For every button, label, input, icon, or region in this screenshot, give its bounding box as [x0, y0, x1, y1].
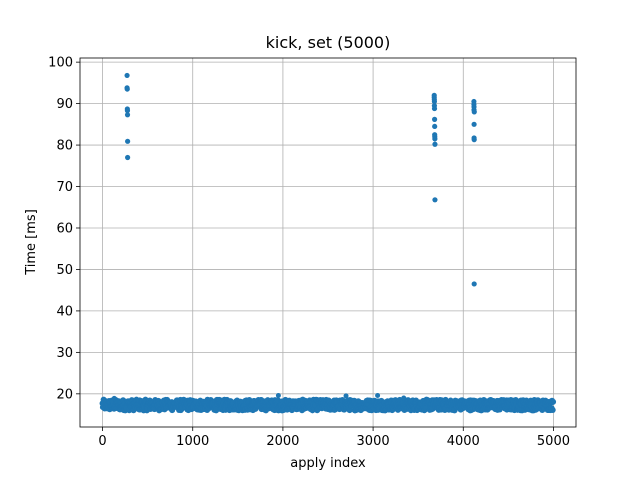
outlier-point [432, 136, 438, 142]
baseline-spike-point [343, 393, 349, 399]
outlier-point [124, 112, 131, 118]
x-tick-label: 1000 [176, 434, 209, 449]
x-tick-label: 2000 [266, 434, 299, 449]
y-axis-label: Time [ms] [24, 209, 39, 276]
x-tick-label: 4000 [447, 434, 480, 449]
x-tick-label: 5000 [537, 434, 570, 449]
chart-title: kick, set (5000) [266, 33, 391, 52]
outlier-point [471, 137, 477, 143]
outlier-point [431, 116, 438, 122]
x-tick-label: 0 [98, 434, 106, 449]
y-tick-label: 90 [56, 97, 73, 112]
outlier-point [125, 138, 131, 144]
x-tick-label: 3000 [357, 434, 390, 449]
outlier-point [124, 72, 130, 79]
baseline-spike-point [275, 392, 281, 398]
outlier-point [471, 121, 477, 127]
y-tick-label: 100 [48, 56, 73, 71]
outlier-point [125, 154, 131, 161]
y-tick-label: 30 [56, 346, 73, 361]
y-tick-label: 20 [56, 387, 73, 402]
baseline-point [549, 406, 556, 413]
x-axis-label: apply index [290, 456, 366, 471]
outlier-point [431, 98, 438, 105]
outlier-point [124, 108, 131, 114]
plot-frame [79, 57, 577, 428]
y-tick-label: 50 [56, 263, 73, 278]
outlier-point [432, 197, 438, 203]
points [124, 72, 477, 287]
baseline-band [99, 392, 557, 414]
grid [80, 58, 576, 427]
outlier-point [471, 109, 477, 115]
y-tick-label: 80 [56, 139, 73, 154]
baseline-spike-point [111, 395, 117, 401]
outlier-point [471, 281, 477, 287]
outlier-point [124, 86, 130, 92]
baseline-point [550, 398, 557, 405]
outlier-point [432, 141, 438, 147]
y-tick-label: 40 [56, 304, 73, 319]
y-tick-label: 70 [56, 180, 73, 195]
outlier-point [432, 123, 438, 130]
baseline-spike-point [375, 392, 381, 398]
outlier-point [431, 105, 438, 112]
baseline-spike-point [401, 395, 407, 401]
y-tick-label: 60 [56, 221, 73, 236]
ticks: 0 1000 2000 3000 4000 5000 20 30 40 50 60 70 80 90 100 [48, 56, 570, 449]
